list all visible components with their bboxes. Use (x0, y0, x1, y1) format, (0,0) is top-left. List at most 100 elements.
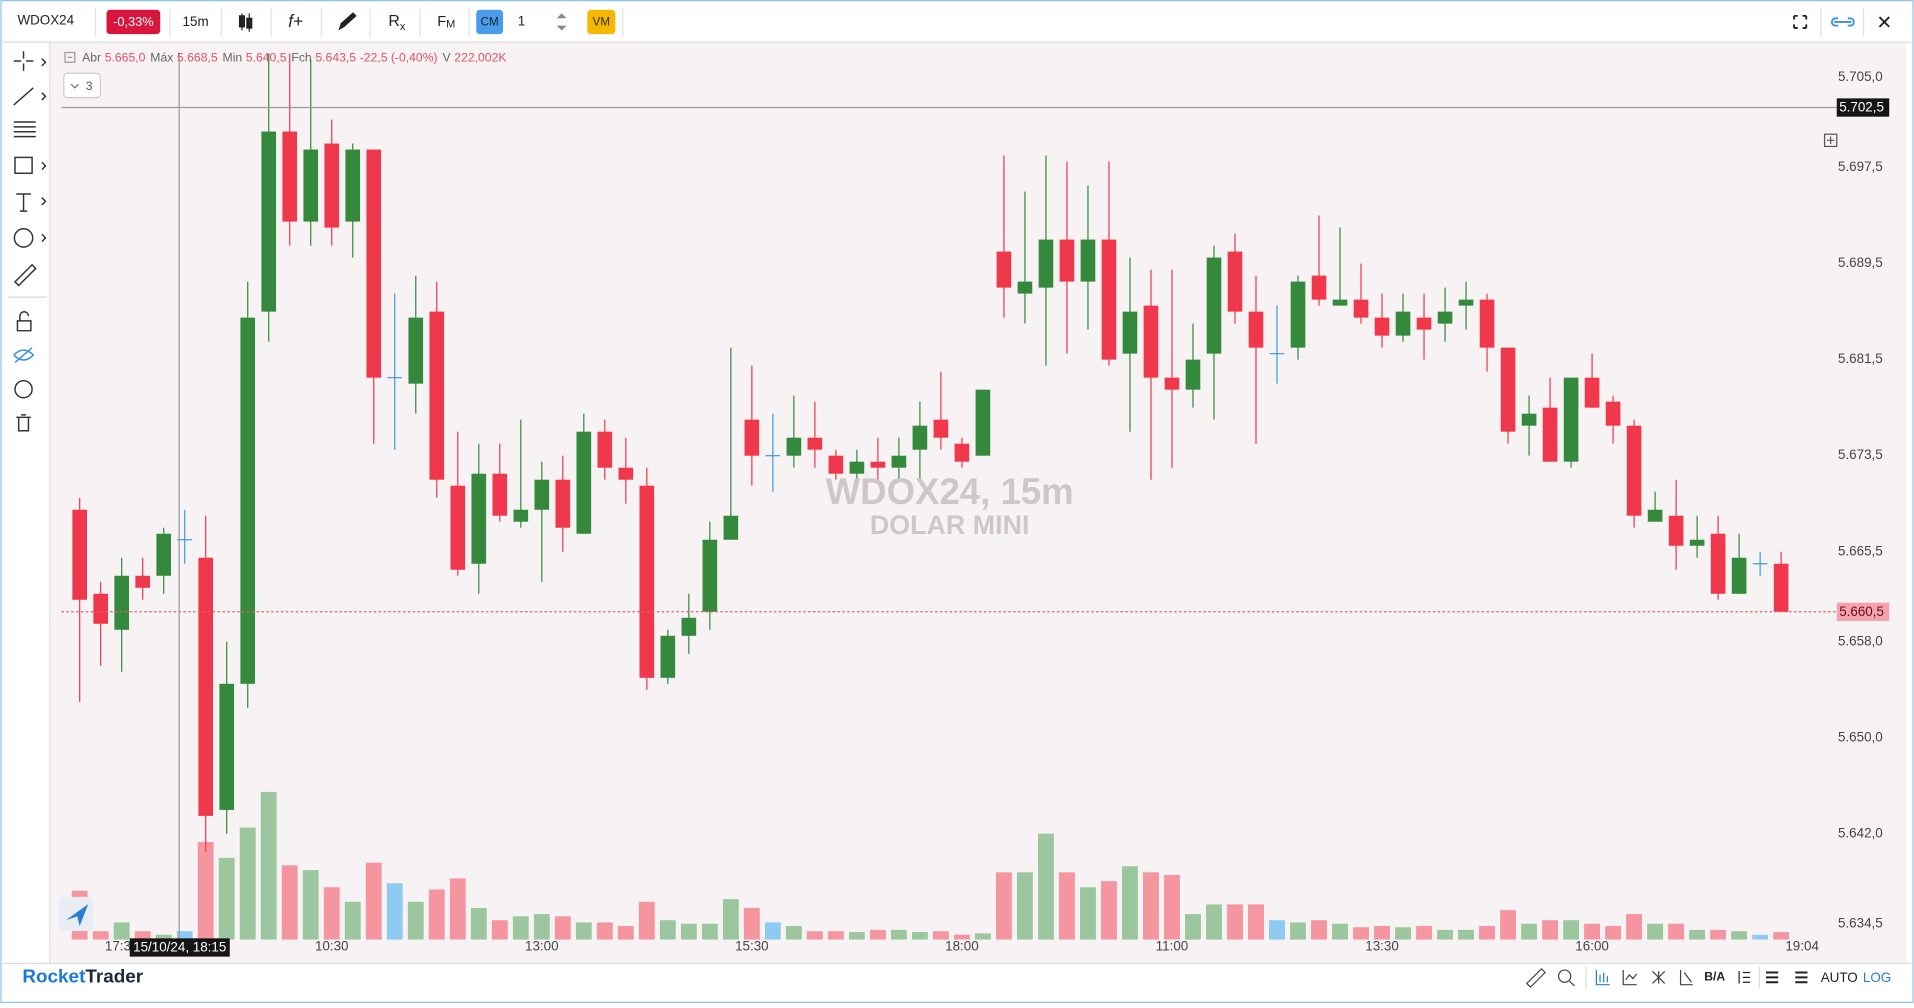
candle-body (639, 485, 655, 678)
emoji-tool[interactable] (13, 228, 34, 248)
last-price-label: 5.660,5 (1839, 604, 1884, 619)
candle-body (450, 485, 466, 570)
candle-body (786, 437, 802, 456)
line-icon[interactable] (1622, 970, 1638, 986)
volume-bar (1542, 920, 1559, 940)
y-tick-label: 5.689,5 (1838, 255, 1883, 270)
candle-body (198, 557, 214, 816)
candle-body (492, 473, 508, 516)
help-tool[interactable] (14, 379, 33, 399)
navigate-button[interactable] (58, 896, 94, 932)
volume-bar (848, 932, 865, 940)
vm-badge[interactable] (587, 9, 616, 35)
volume-bar (1521, 923, 1538, 940)
candle-body (1059, 239, 1075, 282)
grid-icon[interactable] (1652, 970, 1666, 984)
candle-body (1311, 275, 1327, 300)
candle-body (1332, 299, 1348, 306)
quantity-spinner[interactable] (556, 13, 567, 31)
measure-icon[interactable] (1525, 967, 1546, 989)
studies-count: 3 (86, 79, 93, 93)
vm-text: VM (593, 17, 610, 29)
footer: RocketTrader B/A AUTO LOG (22, 966, 1891, 989)
crosshair-price-label: 5.702,5 (1839, 100, 1884, 115)
x-tick-label: 15:30 (735, 938, 769, 953)
timeframe-button[interactable]: 15m (183, 14, 209, 29)
watermark: WDOX24, 15m DOLAR MINI (826, 471, 1074, 540)
volume-icon[interactable] (1595, 970, 1610, 986)
candle-body (1374, 317, 1390, 336)
scale-icon[interactable] (1679, 970, 1693, 986)
volume-bar (134, 931, 151, 940)
close-button[interactable] (1878, 16, 1890, 28)
candle-body (1101, 239, 1117, 360)
replay-button[interactable]: Rx (388, 13, 405, 33)
fib-tool[interactable] (13, 121, 36, 138)
delete-tool[interactable] (16, 414, 31, 432)
ruler-tool[interactable] (13, 263, 37, 287)
studies-button[interactable] (63, 72, 102, 99)
volume-bar (659, 920, 676, 940)
volume-bar (638, 901, 655, 940)
link-button[interactable] (1830, 17, 1855, 27)
x-tick-label: 18:00 (945, 938, 979, 953)
quantity[interactable]: 1 (518, 14, 525, 29)
volume-bar (1164, 874, 1180, 940)
studies-arrow (70, 83, 79, 89)
volume-bar (365, 862, 382, 940)
cm-badge[interactable] (476, 9, 504, 35)
replay-letter: R (388, 13, 399, 30)
chart-type-button[interactable] (238, 13, 253, 32)
volume-bar (323, 887, 340, 940)
text-tool[interactable] (16, 193, 31, 212)
zoom-icon[interactable] (1557, 969, 1572, 983)
volume-bar (1080, 887, 1096, 940)
last-price-box (1836, 602, 1890, 621)
crosshair-tool[interactable] (13, 51, 34, 71)
volume-bar (1395, 927, 1411, 940)
fm-letter: F (437, 14, 446, 30)
shape-tool[interactable] (14, 156, 33, 174)
drawing-button[interactable] (338, 12, 357, 31)
ba-button[interactable]: B/A (1704, 970, 1725, 984)
candle-body (681, 617, 697, 636)
candle-body (1500, 347, 1516, 432)
fullscreen-button[interactable] (1793, 14, 1808, 29)
candle-body (324, 143, 340, 228)
legend-label: Fch (291, 51, 311, 65)
watermark-symbol: WDOX24, 15m (826, 471, 1074, 512)
lock-tool[interactable] (16, 311, 32, 332)
volume-bar (218, 857, 235, 940)
volume-bar (1689, 929, 1706, 940)
list-icon[interactable] (1765, 971, 1779, 984)
brand-part-1: Rocket (22, 966, 86, 987)
candle-body (1626, 425, 1642, 516)
candle-body (1080, 239, 1096, 282)
volume-bar (1269, 920, 1285, 940)
y-tick-label: 5.642,0 (1838, 825, 1883, 840)
legend-value: 5.665,0 (105, 51, 146, 65)
change-text: -0,33% (113, 14, 154, 29)
volume-bar (1752, 934, 1769, 940)
auto-button[interactable]: AUTO (1821, 970, 1858, 985)
symbol[interactable]: WDOX24 (17, 12, 74, 27)
candle-body (72, 509, 88, 600)
candle-body (1689, 539, 1705, 546)
cm-text: CM (481, 17, 499, 29)
log-button[interactable]: LOG (1863, 970, 1891, 985)
volume-bar (890, 929, 907, 940)
fm-button[interactable]: FM (437, 14, 455, 30)
candle-body (1458, 299, 1474, 306)
volume-bar (1101, 881, 1117, 940)
indicator-button[interactable]: f+ (288, 12, 303, 31)
candle-body (1038, 239, 1054, 288)
line-tool[interactable] (13, 87, 34, 106)
hide-tool[interactable] (13, 347, 35, 363)
plus-button[interactable] (1823, 133, 1838, 148)
volume-bar (1458, 929, 1474, 940)
panel-icon[interactable] (1795, 971, 1808, 984)
book-icon[interactable] (1738, 971, 1751, 984)
legend-collapse[interactable] (64, 51, 76, 63)
volume-bar (260, 791, 277, 940)
volume-bar (1647, 923, 1664, 940)
